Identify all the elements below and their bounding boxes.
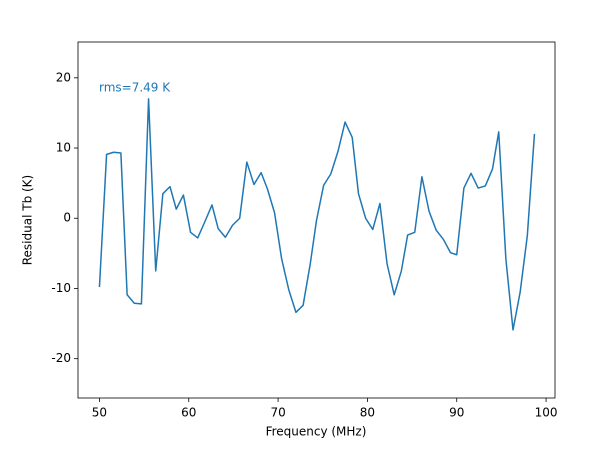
annotation: rms=7.49 K <box>99 81 171 95</box>
y-tick-label: -10 <box>51 281 71 295</box>
y-tick-label: -20 <box>51 351 71 365</box>
x-tick-label: 60 <box>181 406 196 420</box>
x-tick-label: 50 <box>92 406 107 420</box>
x-tick-label: 70 <box>270 406 285 420</box>
x-tick-label: 80 <box>360 406 375 420</box>
x-axis-label: Frequency (MHz) <box>266 425 367 439</box>
y-tick-label: 20 <box>56 70 71 84</box>
y-tick-label: 10 <box>56 141 71 155</box>
x-tick-label: 100 <box>535 406 558 420</box>
x-tick-label: 90 <box>449 406 464 420</box>
line <box>98 98 536 331</box>
plot-frame <box>77 41 556 399</box>
y-axis-label: Residual Tb (K) <box>21 175 35 266</box>
y-tick-label: 0 <box>63 211 71 225</box>
